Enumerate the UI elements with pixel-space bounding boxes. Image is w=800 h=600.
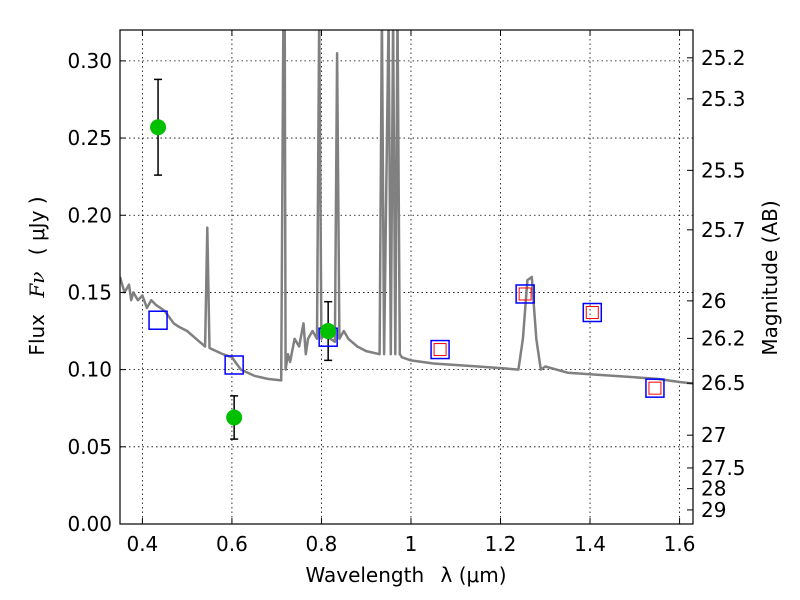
x-tick-label: 0.8 [306,532,338,556]
model-photometry-square [430,339,450,360]
model-photometry-square [515,284,535,304]
model-photometry-square [224,355,244,375]
x-tick-label: 0.4 [126,532,158,556]
y-axis-title: Flux Fν ( μJy ) [25,196,49,355]
model-photometry-square [645,378,665,398]
y2-tick-label: 26.5 [701,371,746,395]
photometry-point [320,323,337,340]
y2-tick-label: 27.5 [701,456,746,480]
y2-tick-label: 28 [701,477,726,501]
y-tick-label: 0.25 [67,126,112,150]
y2-tick-label: 25.7 [701,218,746,242]
y-axis-label-unit: ( μJy ) [25,196,49,255]
y2-axis-title: Magnitude (AB) [758,200,782,355]
y2-tick-label: 25.2 [701,46,746,70]
y-tick-label: 0.20 [67,203,112,227]
x-axis-title: Wavelength λ (μm) [305,563,506,587]
model-spectrum-line [120,30,693,385]
plot-frame [119,29,694,525]
x-tick-label: 1.2 [485,532,517,556]
y2-tick-label: 29 [701,498,726,522]
y-tick-label: 0.05 [67,435,112,459]
y-axis-label-symbol: Fν [25,272,49,299]
y-tick-label: 0.30 [67,49,112,73]
y-axis-label: Flux [25,314,49,356]
y2-tick-label: 25.5 [701,158,746,182]
y2-tick-label: 27 [701,423,726,447]
x-axis-label: Wavelength [305,563,424,587]
y-axis-ticks: 0.00 0.05 0.10 0.15 0.20 0.25 0.30 [67,49,126,536]
photometry-point [226,409,243,426]
observed-photometry-square [648,381,662,395]
y-tick-label: 0.10 [67,358,112,382]
model-photometry-square [148,310,168,330]
y2-tick-label: 25.3 [701,87,746,111]
model-spectrum [120,30,693,385]
observed-photometry-square [585,306,599,320]
x-tick-label: 0.6 [216,532,248,556]
x-tick-label: 1 [405,532,418,556]
x-axis-label-symbol: λ (μm) [441,563,507,587]
model-photometry-square [582,302,603,323]
y2-tick-label: 26 [701,289,726,313]
observed-photometry-square [518,287,532,301]
x-tick-label: 1.4 [574,532,606,556]
x-tick-label: 1.6 [664,532,696,556]
x-axis-ticks: 0.4 0.6 0.8 1 1.2 1.4 1.6 [126,30,695,556]
y2-tick-label: 26.2 [701,326,746,350]
y-tick-label: 0.00 [67,512,112,536]
photometry-point [150,119,167,136]
y-tick-label: 0.15 [67,280,112,304]
photometry-markers [148,78,665,440]
observed-photometry-square [433,343,447,357]
